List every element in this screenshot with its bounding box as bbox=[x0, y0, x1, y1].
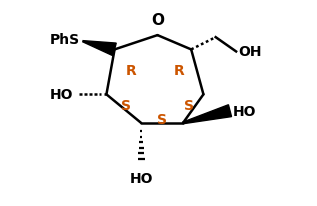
Text: HO: HO bbox=[129, 171, 153, 185]
Text: PhS: PhS bbox=[50, 33, 80, 47]
Text: HO: HO bbox=[233, 104, 256, 118]
Text: R: R bbox=[173, 63, 184, 77]
Polygon shape bbox=[183, 105, 231, 124]
Text: O: O bbox=[151, 13, 164, 28]
Text: S: S bbox=[121, 98, 131, 112]
Text: HO: HO bbox=[50, 88, 74, 102]
Text: S: S bbox=[157, 113, 166, 127]
Polygon shape bbox=[83, 41, 116, 56]
Text: R: R bbox=[126, 63, 136, 77]
Text: OH: OH bbox=[239, 45, 262, 59]
Text: S: S bbox=[184, 98, 194, 112]
